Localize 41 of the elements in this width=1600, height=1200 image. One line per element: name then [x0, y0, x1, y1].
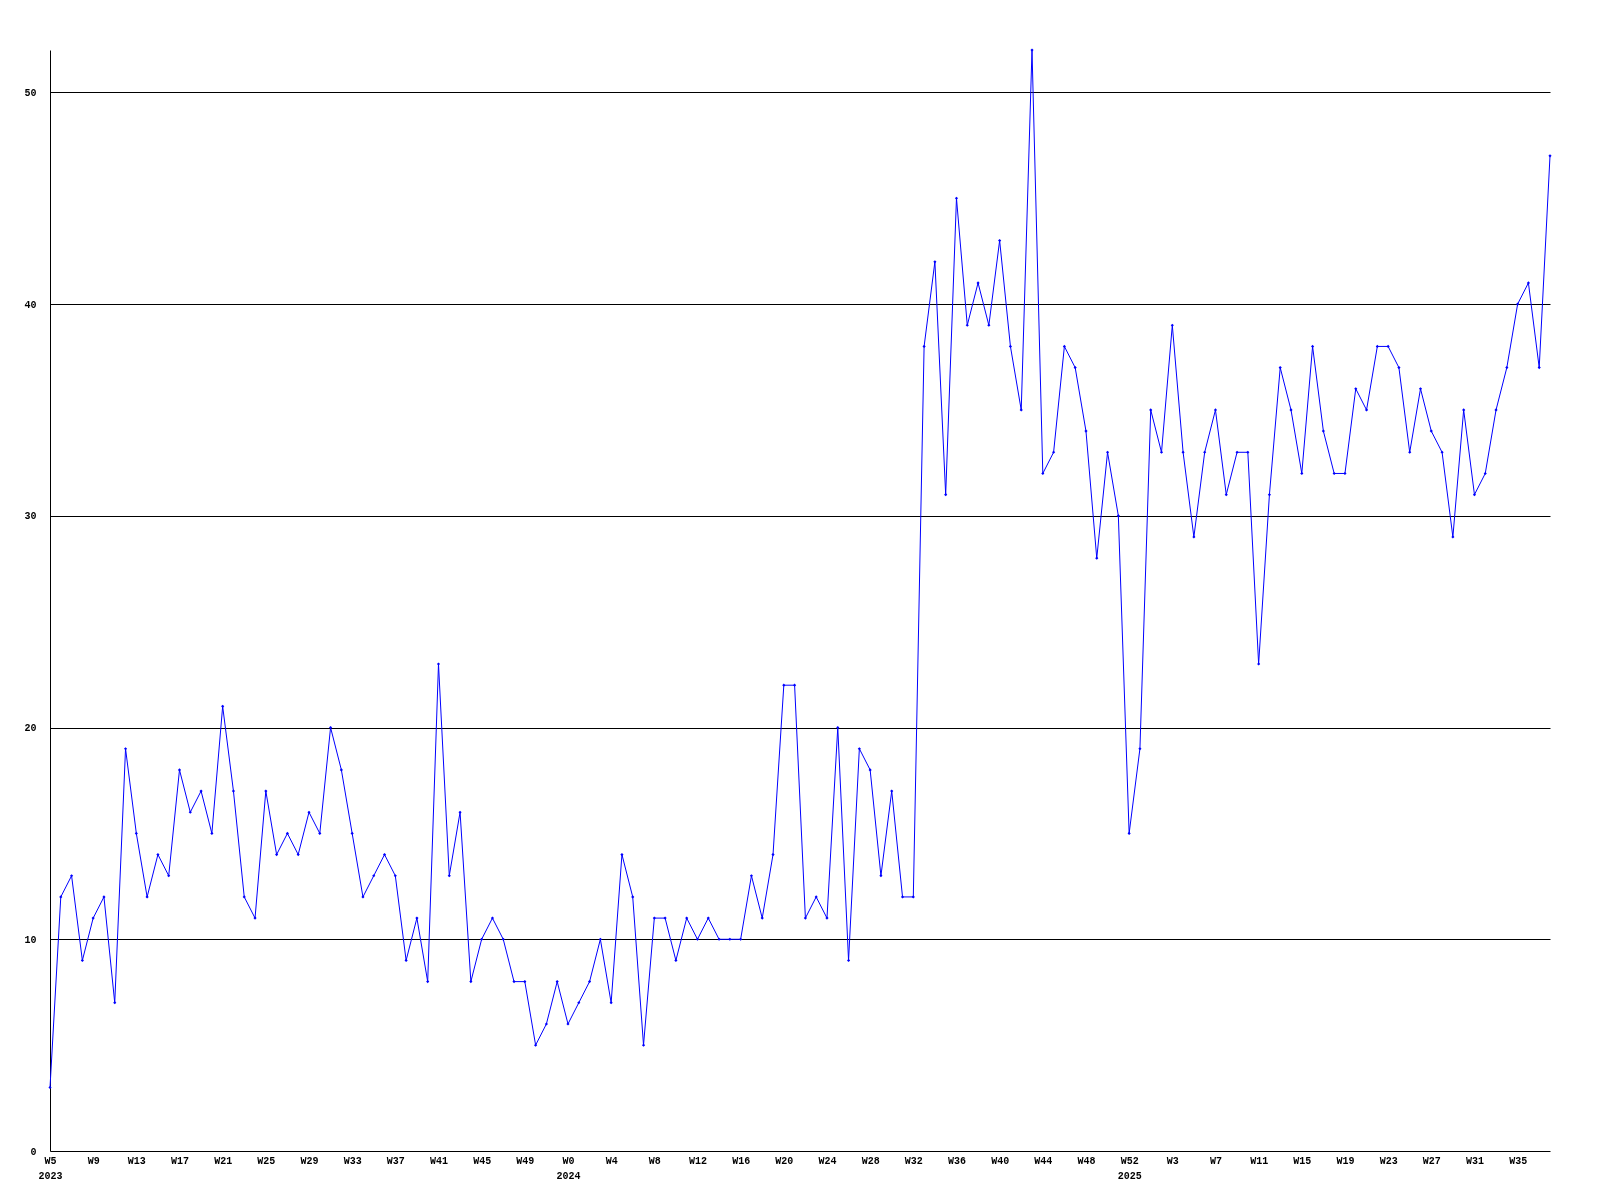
x-tick-label: W29 [300, 1155, 319, 1167]
x-tick-label: W15 [1293, 1155, 1312, 1167]
x-tick-label: W44 [1034, 1155, 1053, 1167]
x-tick-label: W40 [991, 1155, 1010, 1167]
y-tick-label: 0 [30, 1146, 37, 1158]
x-tick-label: W45 [473, 1155, 492, 1167]
x-tick-label: W25 [257, 1155, 276, 1167]
x-tick-label: W5 2023 [38, 1155, 63, 1182]
y-tick-label: 10 [24, 934, 37, 946]
x-tick-label: W49 [516, 1155, 535, 1167]
x-tick-label: W20 [775, 1155, 794, 1167]
y-tick-label: 50 [24, 87, 37, 99]
y-tick-label: 40 [24, 299, 37, 311]
x-tick-label: W24 [818, 1155, 837, 1167]
x-tick-label: W4 [605, 1155, 618, 1167]
x-tick-label: W48 [1077, 1155, 1096, 1167]
x-tick-label: W17 [170, 1155, 189, 1167]
x-tick-label: W41 [429, 1155, 448, 1167]
x-tick-label: W8 [648, 1155, 661, 1167]
x-tick-label: W7 [1209, 1155, 1222, 1167]
x-tick-label: W28 [861, 1155, 880, 1167]
x-tick-label: W23 [1379, 1155, 1398, 1167]
x-tick-label: W16 [732, 1155, 751, 1167]
y-tick-label: 30 [24, 511, 37, 523]
x-tick-label: W31 [1465, 1155, 1484, 1167]
x-tick-label: W21 [214, 1155, 233, 1167]
x-tick-label: W27 [1422, 1155, 1441, 1167]
x-tick-label: W9 [87, 1155, 100, 1167]
x-tick-label: W3 [1166, 1155, 1179, 1167]
y-tick-label: 20 [24, 723, 37, 735]
x-tick-label: W19 [1336, 1155, 1355, 1167]
x-tick-label: W12 [688, 1155, 707, 1167]
x-tick-label: W33 [343, 1155, 362, 1167]
x-tick-label: W35 [1509, 1155, 1528, 1167]
x-tick-label: W52 2025 [1117, 1155, 1142, 1182]
x-tick-label: W13 [127, 1155, 146, 1167]
x-tick-label: W11 [1250, 1155, 1269, 1167]
x-tick-label: W37 [386, 1155, 405, 1167]
x-tick-label: W0 2024 [556, 1155, 581, 1182]
x-tick-label: W36 [947, 1155, 966, 1167]
x-tick-label: W32 [904, 1155, 923, 1167]
